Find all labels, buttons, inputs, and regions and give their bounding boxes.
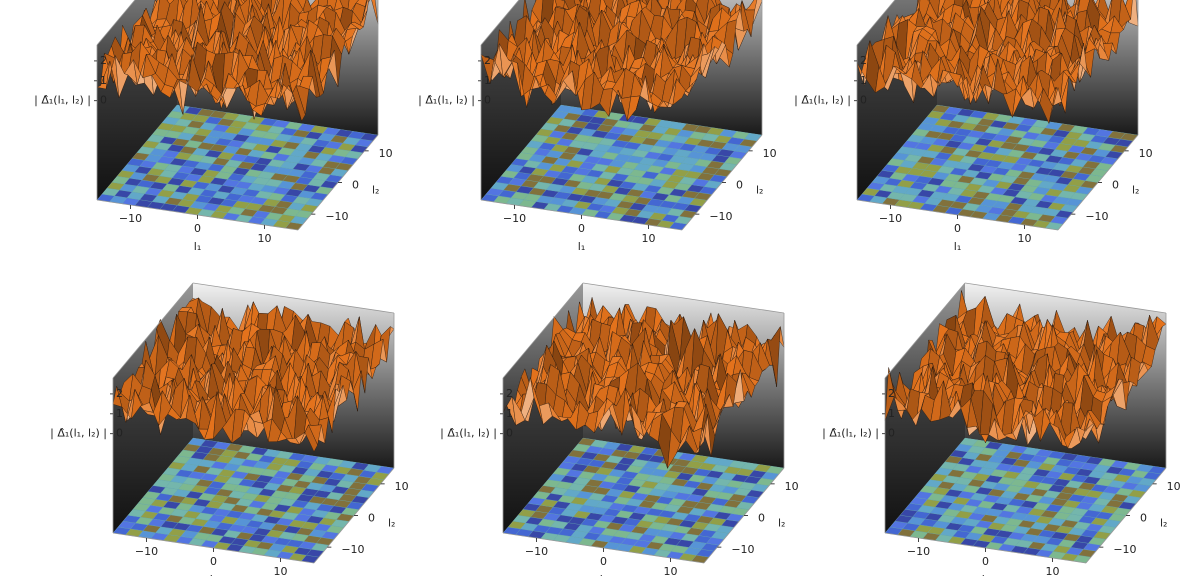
y-tick-label: 10 (1139, 147, 1153, 160)
surface-texture (361, 0, 371, 24)
x-tick-label: 0 (578, 222, 585, 235)
surface-texture (672, 78, 686, 106)
x-tick-label: 10 (1046, 565, 1060, 576)
box-edge (96, 0, 136, 46)
z-tick-label: 0 (100, 94, 107, 107)
z-tick-label: 0 (860, 94, 867, 107)
y-axis-label: l₂ (388, 517, 395, 530)
y-tick-label: 10 (785, 480, 799, 493)
x-tick-label: 0 (600, 555, 607, 568)
y-axis-label: l₂ (1132, 184, 1139, 197)
z-tick-label: 2 (116, 387, 123, 400)
x-tick-label: 0 (210, 555, 217, 568)
z-axis-label: | Δ̂₁(l₁, l₂) | (34, 94, 91, 107)
z-tick-label: 2 (484, 54, 491, 67)
y-tick-label: 0 (368, 512, 375, 525)
y-tick-label: 0 (352, 179, 359, 192)
y-tick-label: 10 (1167, 480, 1181, 493)
y-axis-label: l₂ (1160, 517, 1167, 530)
y-tick-label: 10 (395, 480, 409, 493)
x-tick-label: −10 (879, 212, 902, 225)
z-tick-label: 0 (506, 427, 513, 440)
surface-texture (1048, 87, 1062, 124)
x-tick-label: 0 (982, 555, 989, 568)
y-tick-label: 0 (736, 179, 743, 192)
y-axis-label: l₂ (372, 184, 379, 197)
surface-texture (288, 85, 302, 122)
panel: −10 0 10 −10 0 10 0 1 2 l₁ l₂ | Δ̂₁(l₁, l₂) | (794, 0, 1153, 253)
x-tick-label: 10 (642, 232, 656, 245)
x-tick-label: 10 (664, 565, 678, 576)
y-tick-label: −10 (325, 210, 348, 223)
y-tick-label: −10 (731, 543, 754, 556)
y-tick-label: 0 (758, 512, 765, 525)
box-edge (480, 0, 520, 46)
z-axis-label: | Δ̂₁(l₁, l₂) | (418, 94, 475, 107)
y-tick-label: −10 (1113, 543, 1136, 556)
x-axis-label: l₁ (578, 240, 585, 253)
panel: −10 0 10 −10 0 10 0 1 2 l₁ l₂ | Δ̂₁(l₁, l₂) | (418, 0, 777, 253)
z-tick-label: 0 (116, 427, 123, 440)
z-tick-label: 2 (100, 54, 107, 67)
z-tick-label: 1 (888, 407, 895, 420)
z-axis-label: | Δ̂₁(l₁, l₂) | (794, 94, 851, 107)
x-tick-label: −10 (135, 545, 158, 558)
x-axis-label: l₁ (194, 240, 201, 253)
x-tick-label: 10 (1018, 232, 1032, 245)
x-tick-label: 10 (274, 565, 288, 576)
x-axis-label: l₁ (954, 240, 961, 253)
y-tick-label: 10 (763, 147, 777, 160)
z-tick-label: 0 (888, 427, 895, 440)
y-tick-label: 0 (1112, 179, 1119, 192)
z-axis-label: | Δ̂₁(l₁, l₂) | (50, 427, 107, 440)
y-axis-label: l₂ (778, 517, 785, 530)
x-tick-label: −10 (525, 545, 548, 558)
x-tick-label: 10 (258, 232, 272, 245)
x-tick-label: 0 (194, 222, 201, 235)
z-tick-label: 1 (484, 74, 491, 87)
z-axis-label: | Δ̂₁(l₁, l₂) | (440, 427, 497, 440)
z-tick-label: 1 (100, 74, 107, 87)
z-tick-label: 2 (888, 387, 895, 400)
y-axis-label: l₂ (756, 184, 763, 197)
z-tick-label: 1 (116, 407, 123, 420)
x-tick-label: −10 (907, 545, 930, 558)
y-tick-label: 10 (379, 147, 393, 160)
z-tick-label: 0 (484, 94, 491, 107)
panel: −10 0 10 −10 0 10 0 1 2 l₁ l₂ | Δ̂₁(l₁, l₂) | (34, 0, 393, 253)
y-tick-label: −10 (341, 543, 364, 556)
z-tick-label: 1 (860, 74, 867, 87)
z-tick-label: 2 (860, 54, 867, 67)
y-tick-label: −10 (709, 210, 732, 223)
z-tick-label: 2 (506, 387, 513, 400)
x-tick-label: −10 (503, 212, 526, 225)
y-tick-label: −10 (1085, 210, 1108, 223)
z-axis-label: | Δ̂₁(l₁, l₂) | (822, 427, 879, 440)
z-tick-label: 1 (506, 407, 513, 420)
box-edge (856, 0, 896, 46)
x-tick-label: 0 (954, 222, 961, 235)
x-tick-label: −10 (119, 212, 142, 225)
y-tick-label: 0 (1140, 512, 1147, 525)
